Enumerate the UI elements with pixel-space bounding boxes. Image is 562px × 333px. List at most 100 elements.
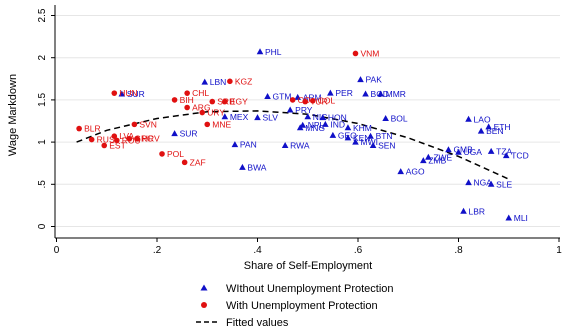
point-est-label: EST [109,140,126,150]
point-pak-label: PAK [366,75,383,85]
legend-label-with: With Unemployment Protection [226,300,378,312]
point-zmb-marker [420,157,427,164]
point-eth-marker [485,123,492,130]
point-kgz-label: KGZ [235,76,252,86]
point-khm-label: KHM [353,123,372,133]
y-tick-label: .5 [37,180,48,189]
point-bol-marker [382,114,389,121]
y-tick-label: 1 [37,139,48,145]
y-tick-label: 2.5 [37,8,48,22]
point-ury-marker [199,109,206,116]
point-srb-label: SRB [217,97,235,107]
point-grc-label: GRC [134,134,153,144]
legend-label-without: WIthout Unemployment Protection [226,283,394,295]
point-nic-label: NIC [313,112,328,122]
point-bwa-label: BWA [247,162,266,172]
point-mli-label: MLI [514,213,528,223]
point-nga-marker [465,179,472,186]
point-pry-label: PRY [295,105,313,115]
x-tick-label: .2 [153,245,162,256]
point-npl-label: NPL [308,120,325,130]
y-tick-label: 0 [37,223,48,229]
point-vnm-label: VNM [360,48,379,58]
point-rus-marker [88,136,95,143]
point-per-marker [327,89,334,96]
point-hun-marker [111,90,118,96]
point-svn-marker [131,121,138,128]
point-arm-label: ARM [303,92,322,102]
point-mwi-marker [352,138,359,145]
point-hun-label: HUN [119,88,137,98]
x-axis-title: Share of Self-Employment [244,260,372,272]
point-bih-label: BIH [180,95,194,105]
point-zwe-marker [425,153,432,160]
point-bol-label: BOL [391,113,408,123]
y-tick-label: 2 [37,54,48,60]
point-arm-marker [294,93,301,100]
point-sen-marker [369,141,377,148]
point-per-label: PER [335,88,352,98]
point-egy-marker [222,98,228,105]
point-phl-marker [256,48,264,55]
point-srb-marker [209,98,216,105]
point-ind-label: IND [330,119,345,129]
point-gtm-marker [264,93,271,100]
point-nga-label: NGA [474,178,493,188]
point-mne-marker [204,121,211,128]
point-rwa-marker [281,141,289,148]
point-sle-label: SLE [496,179,512,189]
point-nic-marker [304,113,312,120]
point-rou-marker [114,137,120,144]
point-hrv-marker [134,135,140,142]
point-hon-marker [319,114,327,121]
point-mng-label: MNG [305,123,325,133]
point-sur-marker [171,130,178,137]
point-ken-marker [344,134,352,141]
point-slv-label: SLV [263,113,279,123]
point-blr-marker [76,125,82,132]
data-points: PHLLBNSURGTMARMPERPAKBGDMMRPRYMEXSLVNICH… [76,47,529,223]
point-mmr-label: MMR [386,89,406,99]
point-gtm-label: GTM [273,92,292,102]
point-mng-marker [296,124,304,131]
point-tcd-marker [502,152,510,159]
legend-marker-without [200,284,208,291]
point-mex-marker [221,113,229,120]
point-svn-label: SVN [139,119,156,129]
legend: WIthout Unemployment Protection With Une… [196,283,394,329]
x-tick-label: 1 [556,245,562,256]
gridlines [55,15,560,227]
legend-marker-with [201,302,207,308]
point-pan-label: PAN [240,140,257,150]
x-tick-label: .6 [354,245,363,256]
point-grc-marker [126,135,133,142]
point-sle-marker [487,180,495,187]
point-geo-marker [329,131,337,138]
point-zaf-label: ZAF [190,157,206,167]
y-axis-title: Wage Markdown [7,74,19,156]
point-co-marker [289,97,296,103]
point-kgz-marker [227,78,233,85]
point-mne-label: MNE [212,119,231,129]
point-phl-label: PHL [265,47,282,57]
point-ben-marker [477,127,485,134]
point-zmb-label: ZMB [428,156,446,166]
point-sur-label: SUR [127,89,145,99]
point-rwa-label: RWA [290,140,310,150]
point-sen-label: SEN [378,140,395,150]
point-btn-marker [367,132,374,139]
point-btn-label: BTN [376,131,393,141]
axes: 0 .5 1 1.5 2 2.5 0 .2 .4 .6 .8 1 [37,5,562,256]
point-mmr-marker [377,90,384,97]
point-uga-label: UGA [464,147,483,157]
point-khm-marker [344,124,352,131]
point-pry-marker [286,106,294,113]
point-ago-marker [397,168,405,175]
point-pol-label: POL [167,149,184,159]
point-ind-marker [322,120,329,127]
point-zwe-label: ZWE [433,152,452,162]
point-bwa-marker [239,163,246,170]
point-pol-marker [159,151,165,157]
x-tick-label: 0 [54,245,60,256]
